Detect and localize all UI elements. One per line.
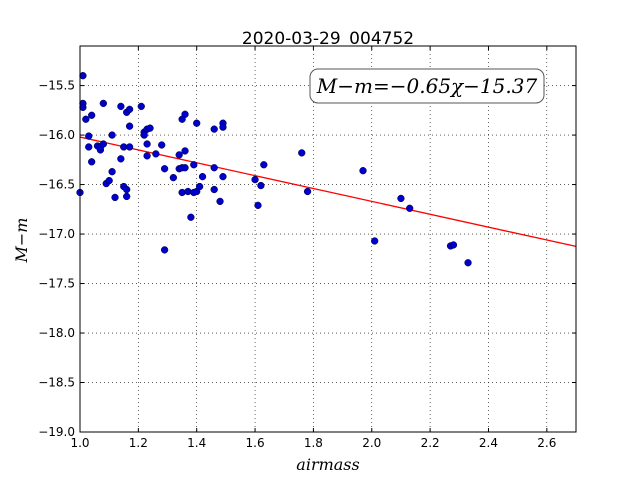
data-point: [79, 72, 87, 80]
data-point: [85, 132, 93, 140]
data-point: [125, 143, 134, 151]
data-point: [111, 193, 119, 202]
x-tick-label: 1.4: [187, 436, 206, 450]
y-tick-label: −15.5: [38, 79, 75, 93]
y-tick-label: −19.0: [38, 425, 75, 439]
data-point: [158, 141, 166, 149]
data-points: [76, 72, 472, 267]
data-point: [257, 181, 265, 190]
data-point: [198, 172, 207, 181]
data-point: [82, 115, 90, 123]
data-point: [219, 172, 227, 181]
data-point: [254, 201, 262, 209]
data-point: [125, 122, 134, 130]
data-point: [210, 125, 218, 133]
data-point: [99, 99, 107, 108]
data-point: [140, 131, 148, 139]
data-point: [210, 164, 218, 172]
data-point: [187, 213, 195, 221]
x-axis-ticks: 1.0 1.2 1.4 1.6 1.8 2.0 2.2 2.4 2.6: [70, 46, 556, 450]
data-point: [397, 194, 405, 203]
y-axis-ticks: −15.5 −16.0 −16.5 −17.0 −17.5 −18.0 −18.5 −19.0: [38, 79, 576, 439]
x-axis-label: airmass: [296, 455, 359, 474]
x-tick-label: 1.2: [129, 436, 148, 450]
data-point: [108, 168, 116, 176]
x-tick-label: 2.4: [479, 436, 498, 450]
data-point: [193, 119, 201, 127]
data-point: [219, 123, 227, 131]
data-point: [210, 185, 218, 194]
data-point: [137, 102, 145, 111]
data-point: [85, 143, 93, 151]
plot-area-background: [80, 46, 576, 432]
y-axis-label: M−m: [12, 218, 31, 264]
x-tick-label: 1.0: [70, 436, 89, 450]
fit-equation-box: M−m=−0.65χ−15.37: [309, 68, 545, 104]
data-point: [181, 110, 189, 118]
data-point: [216, 197, 224, 206]
data-point: [449, 241, 458, 249]
x-tick-label: 2.0: [362, 436, 381, 450]
data-point: [117, 102, 125, 111]
data-point: [146, 124, 154, 132]
chart-title: 2020-03-29_004752: [242, 29, 414, 49]
data-point: [108, 131, 116, 139]
data-point: [160, 165, 169, 173]
data-point: [181, 164, 189, 172]
x-tick-label: 1.6: [246, 436, 265, 450]
data-point: [160, 246, 169, 254]
y-tick-label: −17.5: [38, 277, 75, 291]
data-point: [123, 185, 131, 194]
data-point: [298, 149, 306, 157]
data-point: [303, 187, 312, 196]
data-point: [125, 105, 134, 113]
data-point: [251, 175, 259, 184]
data-point: [169, 173, 178, 182]
equation-box-frame: [309, 68, 545, 104]
data-point: [152, 150, 160, 158]
data-point: [371, 237, 379, 245]
y-tick-label: −17.0: [38, 227, 75, 241]
plot-frame: [79, 45, 577, 433]
data-point: [260, 161, 268, 169]
data-point: [464, 259, 472, 267]
data-point: [195, 182, 204, 191]
x-tick-label: 2.6: [537, 436, 556, 450]
data-point: [181, 147, 189, 155]
data-point: [406, 204, 414, 212]
data-point: [88, 158, 96, 166]
fit-line-layer: [79, 136, 577, 248]
x-tick-label: 2.2: [421, 436, 440, 450]
data-point: [190, 161, 198, 169]
data-point: [143, 140, 151, 148]
data-point: [143, 152, 151, 160]
data-point: [175, 151, 183, 159]
fit-line: [79, 136, 577, 248]
data-point: [359, 167, 367, 175]
data-point: [117, 155, 125, 163]
data-point: [105, 176, 113, 185]
data-point: [88, 111, 96, 119]
y-tick-label: −16.0: [38, 128, 75, 142]
y-tick-label: −16.5: [38, 178, 75, 192]
data-point: [79, 103, 87, 112]
data-point: [99, 140, 107, 148]
x-tick-label: 1.8: [304, 436, 323, 450]
y-tick-label: −18.5: [38, 376, 75, 390]
y-tick-label: −18.0: [38, 326, 75, 340]
data-point: [123, 192, 131, 201]
fit-equation: M−m=−0.65χ−15.37: [316, 74, 538, 98]
